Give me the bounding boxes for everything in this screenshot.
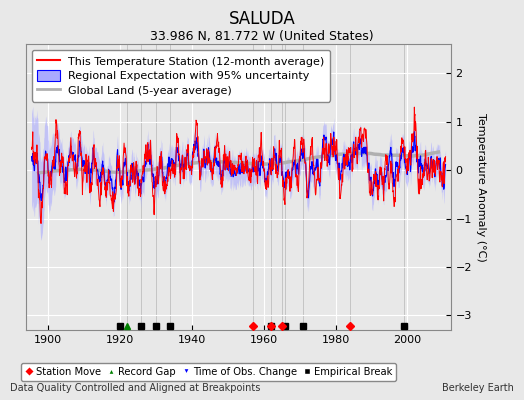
Text: Berkeley Earth: Berkeley Earth	[442, 383, 514, 393]
Text: Data Quality Controlled and Aligned at Breakpoints: Data Quality Controlled and Aligned at B…	[10, 383, 261, 393]
Legend: Station Move, Record Gap, Time of Obs. Change, Empirical Break: Station Move, Record Gap, Time of Obs. C…	[21, 363, 396, 381]
Y-axis label: Temperature Anomaly (°C): Temperature Anomaly (°C)	[476, 113, 486, 261]
Text: 33.986 N, 81.772 W (United States): 33.986 N, 81.772 W (United States)	[150, 30, 374, 43]
Text: SALUDA: SALUDA	[228, 10, 296, 28]
